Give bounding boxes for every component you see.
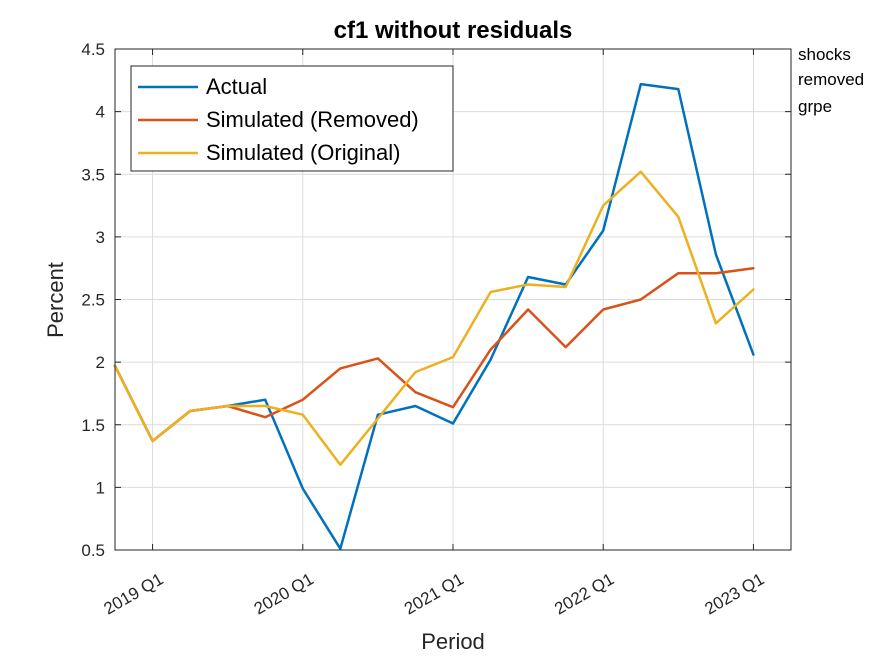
series-line-3 [113, 170, 755, 467]
y-tick-label: 2.5 [81, 291, 105, 310]
x-axis-label: Period [421, 629, 485, 654]
annotation-line-1: shocks [798, 45, 851, 64]
y-tick-label: 1 [96, 478, 105, 497]
legend-label: Simulated (Original) [206, 140, 400, 165]
y-tick-label: 0.5 [81, 541, 105, 560]
y-tick-label: 4 [96, 103, 105, 122]
y-tick-label: 2 [96, 353, 105, 372]
y-tick-label: 3.5 [81, 165, 105, 184]
y-tick-label: 1.5 [81, 416, 105, 435]
y-axis-label: Percent [43, 262, 68, 338]
series-lines [113, 82, 755, 550]
legend: Actual Simulated (Removed) Simulated (Orig… [130, 65, 454, 172]
chart-title: cf1 without residuals [334, 17, 573, 44]
y-axis-ticks: 0.5 1 1.5 2 2.5 3 3.5 4 4.5 [81, 40, 791, 560]
legend-label: Actual [206, 74, 267, 99]
annotation-line-2: removed [798, 70, 865, 89]
legend-label: Simulated (Removed) [206, 107, 419, 132]
y-tick-label: 3 [96, 228, 105, 247]
annotation-line-3: grpe [798, 97, 833, 116]
y-tick-label: 4.5 [81, 40, 105, 59]
